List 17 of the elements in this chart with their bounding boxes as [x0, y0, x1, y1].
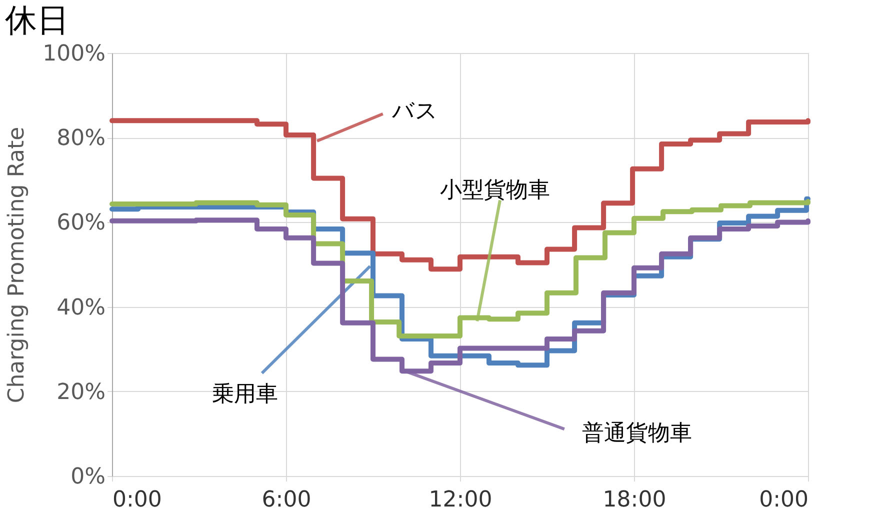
y-tick-label: 0%: [70, 464, 106, 490]
x-tick-label: 6:00: [262, 488, 312, 512]
text: バス: [391, 98, 438, 124]
y-tick-label: 40%: [56, 295, 106, 320]
y-tick-label: 100%: [42, 42, 106, 66]
y-tick-label: 20%: [56, 380, 106, 405]
y-axis-title: Charging Promoting Rate: [4, 126, 30, 404]
x-tick-label: 18:00: [602, 488, 666, 512]
x-tick-label: 0:00: [112, 488, 162, 512]
text: 小型貨物車: [440, 178, 550, 204]
text: 普通貨物車: [582, 420, 692, 446]
y-tick-label: 60%: [56, 210, 106, 236]
x-tick-label: 12:00: [428, 488, 492, 512]
chart-title: 休日: [5, 1, 70, 39]
text: 乗用車: [212, 382, 278, 407]
x-tick-label: 0:00: [759, 488, 808, 512]
y-tick-label: 80%: [56, 126, 106, 152]
